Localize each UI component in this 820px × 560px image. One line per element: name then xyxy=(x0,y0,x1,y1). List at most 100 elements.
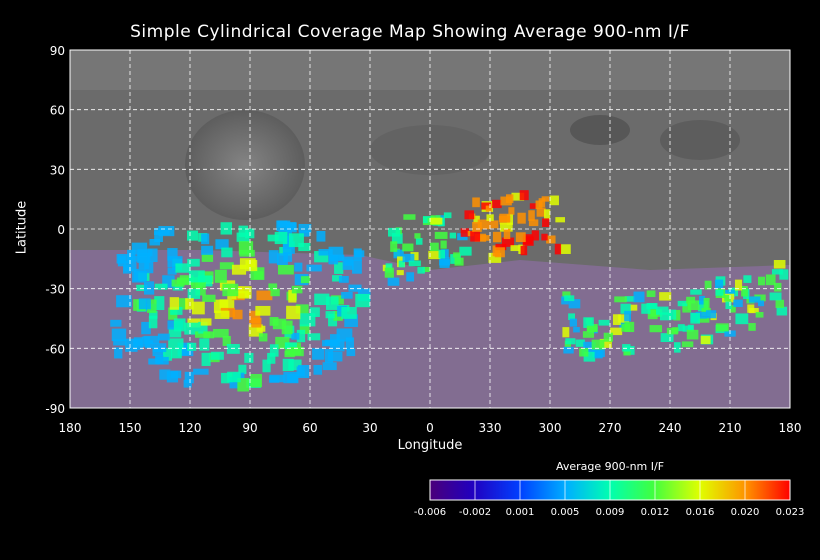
coverage-patch xyxy=(116,295,132,308)
coverage-patch xyxy=(459,246,472,256)
coverage-patch xyxy=(641,303,651,314)
x-tick-label: 150 xyxy=(119,421,142,435)
coverage-patch xyxy=(286,222,297,233)
coverage-patch xyxy=(168,338,184,350)
coverage-patch xyxy=(500,196,512,206)
coverage-patch xyxy=(622,344,631,352)
coverage-patch xyxy=(213,328,229,338)
coverage-patch xyxy=(408,260,421,267)
coverage-patch xyxy=(508,207,515,215)
coverage-patch xyxy=(656,306,669,315)
coverage-patch xyxy=(511,192,525,201)
coverage-patch xyxy=(158,226,175,237)
basemap-feature xyxy=(570,115,630,145)
coverage-patch xyxy=(490,220,499,229)
coverage-patch xyxy=(249,310,261,324)
coverage-patch xyxy=(715,289,724,296)
x-tick-label: 270 xyxy=(599,421,622,435)
coverage-patch xyxy=(565,338,576,345)
coverage-patch xyxy=(325,311,335,319)
coverage-patch xyxy=(390,241,398,252)
coverage-patch xyxy=(440,240,447,249)
coverage-patch xyxy=(562,291,571,299)
coverage-patch xyxy=(309,307,320,317)
coverage-patch xyxy=(714,279,724,289)
coverage-patch xyxy=(724,295,731,302)
coverage-patch xyxy=(474,233,487,242)
coverage-patch xyxy=(391,233,403,244)
coverage-patch xyxy=(157,333,170,341)
coverage-patch xyxy=(191,301,205,315)
coverage-patch xyxy=(659,312,672,321)
coverage-patch xyxy=(284,350,295,358)
coverage-patch xyxy=(222,283,239,297)
x-axis-ticks: 180 150 120 90 60 30 0 330 300 270 240 210 180 xyxy=(59,421,802,435)
coverage-patch xyxy=(472,197,480,208)
coverage-patch xyxy=(188,270,205,283)
coverage-patch xyxy=(410,252,419,261)
coverage-patch xyxy=(583,317,594,328)
coverage-patch xyxy=(201,253,214,262)
coverage-patch xyxy=(677,324,685,332)
coverage-patch xyxy=(173,318,186,332)
coverage-patch xyxy=(300,276,310,284)
coverage-patch xyxy=(583,351,596,362)
x-tick-label: 120 xyxy=(179,421,202,435)
coverage-patch xyxy=(171,279,185,287)
coverage-patch xyxy=(559,244,571,254)
coverage-patch xyxy=(352,259,362,274)
colorbar-tick-label: 0.005 xyxy=(550,507,580,518)
coverage-patch xyxy=(330,334,340,347)
coverage-patch xyxy=(779,269,789,280)
coverage-patch xyxy=(345,337,355,351)
coverage-patch xyxy=(149,238,161,246)
coverage-patch xyxy=(288,359,302,371)
coverage-patch xyxy=(148,315,158,329)
coverage-patch xyxy=(274,231,288,245)
coverage-patch xyxy=(612,314,621,325)
coverage-patch xyxy=(147,248,158,262)
coverage-patch xyxy=(245,259,258,272)
coverage-patch xyxy=(510,245,520,252)
coverage-patch xyxy=(618,314,630,323)
coverage-patch xyxy=(741,286,748,297)
coverage-patch xyxy=(313,365,323,375)
coverage-patch xyxy=(698,295,706,305)
coverage-patch xyxy=(183,379,192,388)
coverage-patch xyxy=(624,321,635,333)
coverage-patch xyxy=(270,288,280,297)
coverage-patch xyxy=(244,352,254,363)
coverage-patch xyxy=(569,318,577,327)
x-tick-label: 210 xyxy=(719,421,742,435)
coverage-patch xyxy=(312,348,325,360)
coverage-patch xyxy=(697,300,709,312)
coverage-patch xyxy=(154,296,165,311)
coverage-patch xyxy=(346,348,356,357)
coverage-patch xyxy=(415,237,423,245)
coverage-patch xyxy=(686,329,699,340)
coverage-patch xyxy=(221,372,233,384)
coverage-patch xyxy=(132,338,143,346)
coverage-patch xyxy=(324,349,334,363)
coverage-patch xyxy=(519,190,529,201)
coverage-patch xyxy=(454,257,464,266)
coverage-patch xyxy=(344,259,353,266)
coverage-patch xyxy=(341,306,357,319)
coverage-patch xyxy=(568,299,581,309)
coverage-patch xyxy=(341,291,353,299)
coverage-patch xyxy=(460,228,470,237)
coverage-patch xyxy=(531,230,539,241)
coverage-patch xyxy=(563,346,574,354)
coverage-patch xyxy=(114,347,123,359)
colorbar-frame xyxy=(429,479,791,501)
coverage-patch xyxy=(222,335,231,346)
coverage-patch xyxy=(706,310,717,319)
coverage-patch xyxy=(682,325,694,332)
coverage-patch xyxy=(117,255,126,267)
coverage-patch xyxy=(387,227,401,237)
coverage-patch xyxy=(417,266,425,274)
coverage-patch xyxy=(326,296,339,310)
coverage-patch xyxy=(528,210,535,221)
y-tick-label: 60 xyxy=(50,104,65,118)
